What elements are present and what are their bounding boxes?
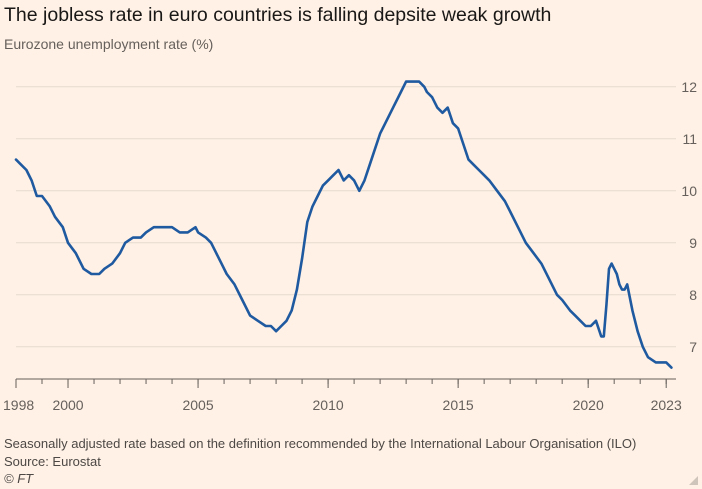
gridlines [16,86,676,348]
x-tick-label: 1998 [3,397,34,413]
source-note: Source: Eurostat [4,454,101,469]
series-group [14,80,673,369]
y-tick-label: 10 [681,183,697,199]
footnote: Seasonally adjusted rate based on the de… [4,436,637,451]
y-tick-label: 9 [689,235,697,251]
y-tick-label: 12 [681,79,697,95]
y-tick-label: 8 [689,287,697,303]
chart-subtitle: Eurozone unemployment rate (%) [4,36,214,52]
series-line-0 [14,80,673,369]
x-tick-label: 2010 [313,397,344,413]
y-tick-label: 11 [682,131,697,147]
x-tick-label: 2020 [573,397,604,413]
y-axis: 7 8 9 10 11 12 [681,79,697,355]
x-tick-label: 2023 [651,397,682,413]
corner-fold-icon [689,476,698,485]
chart-title: The jobless rate in euro countries is fa… [4,4,552,26]
x-tick-label: 2005 [182,397,213,413]
x-tick-label: 2015 [443,397,474,413]
ft-credit: © FT [4,471,34,486]
x-axis: 1998 2000 2005 2010 2015 2020 2023 [3,378,682,413]
y-tick-label: 7 [689,339,697,355]
x-tick-label: 2000 [52,397,83,413]
